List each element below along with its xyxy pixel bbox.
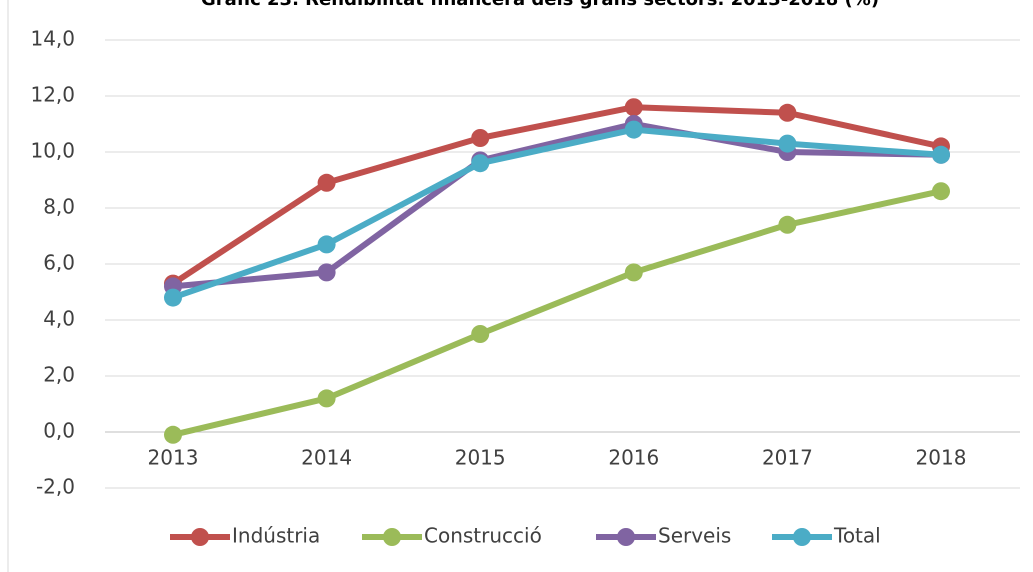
marker xyxy=(778,103,797,122)
series-line xyxy=(171,104,942,287)
marker xyxy=(164,425,182,444)
legend-label: Total xyxy=(833,524,881,548)
marker xyxy=(624,263,643,282)
legend-label: Indústria xyxy=(232,524,320,548)
legend-marker xyxy=(617,528,635,546)
y-tick-label: 8,0 xyxy=(43,195,75,219)
x-tick-label: 2015 xyxy=(455,446,506,470)
x-tick-label: 2017 xyxy=(762,446,813,470)
y-tick-label: -2,0 xyxy=(36,475,75,499)
y-tick-label: 0,0 xyxy=(43,419,75,443)
marker xyxy=(164,288,182,307)
marker xyxy=(624,120,643,139)
marker xyxy=(778,215,797,234)
marker xyxy=(317,235,336,254)
marker xyxy=(932,182,950,201)
marker xyxy=(778,134,797,153)
marker xyxy=(471,129,490,147)
marker xyxy=(471,154,490,173)
legend-marker xyxy=(383,528,401,546)
chart-title: Gràfic 23. Rendibilitat financera dels g… xyxy=(201,0,879,10)
x-tick-label: 2016 xyxy=(608,446,659,470)
y-tick-label: 12,0 xyxy=(30,83,75,107)
x-tick-label: 2013 xyxy=(148,446,199,470)
marker xyxy=(932,145,950,164)
legend-marker xyxy=(191,528,209,546)
x-tick-label: 2018 xyxy=(916,446,967,470)
legend-label: Construcció xyxy=(424,524,542,548)
y-tick-label: 10,0 xyxy=(30,139,75,163)
marker xyxy=(317,263,336,282)
y-tick-label: 6,0 xyxy=(43,251,75,275)
y-tick-label: 4,0 xyxy=(43,307,75,331)
series-line xyxy=(172,188,942,438)
series-line xyxy=(172,121,942,290)
y-tick-label: 2,0 xyxy=(43,363,75,387)
x-tick-label: 2014 xyxy=(301,446,352,470)
marker xyxy=(471,325,490,343)
legend-label: Serveis xyxy=(658,524,731,548)
y-tick-label: 14,0 xyxy=(30,27,75,51)
marker xyxy=(624,98,643,117)
legend-marker xyxy=(793,528,811,546)
series-line xyxy=(172,126,942,301)
marker xyxy=(317,173,336,192)
marker xyxy=(317,389,336,408)
